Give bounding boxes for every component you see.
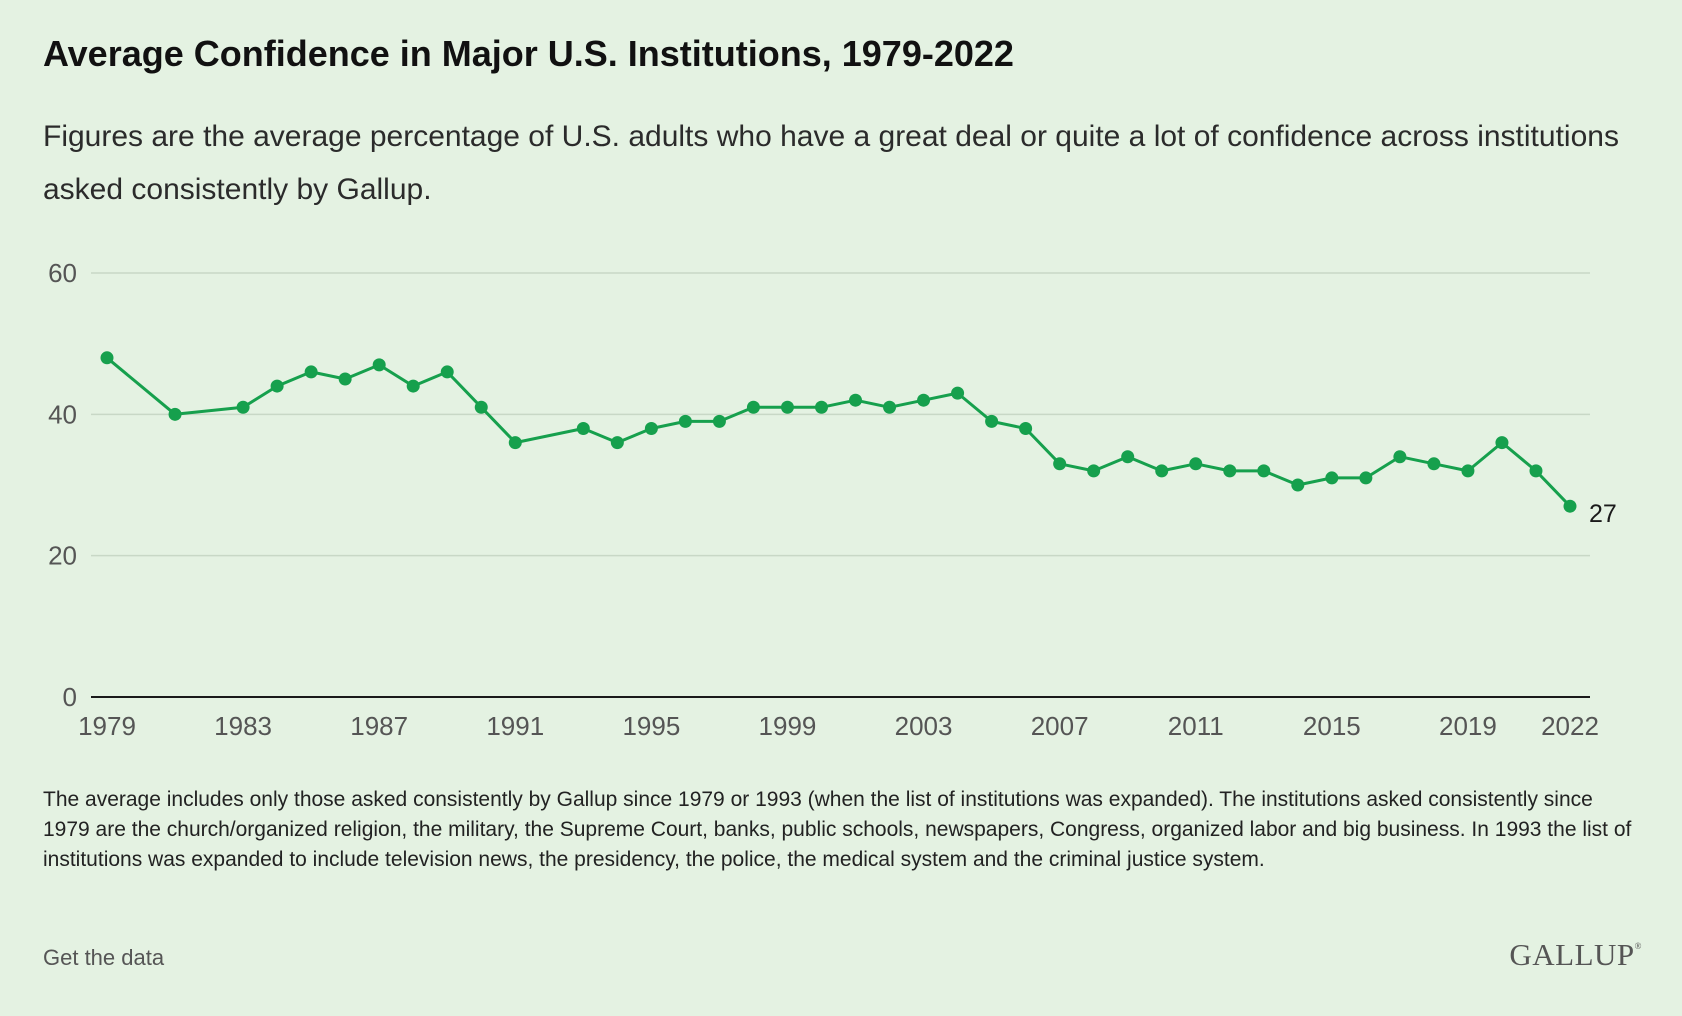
x-axis-ticks: 1979 1983 1987 1991 1995 1999 2003 2007 2011 2015… [78,711,1599,741]
data-point [1087,464,1101,478]
data-point [746,400,760,414]
chart-title: Average Confidence in Major U.S. Institu… [43,33,1014,74]
data-point [406,379,420,393]
end-value-label: 27 [1589,500,1617,528]
series-layer: 27 [100,351,1617,528]
registered-mark: ® [1634,941,1642,951]
data-point [849,393,863,407]
data-point [338,372,352,386]
data-point [508,436,522,450]
x-tick-label: 1999 [759,711,817,741]
data-point [1053,457,1067,471]
x-tick-label: 2007 [1031,711,1089,741]
data-point [474,400,488,414]
x-tick-label: 2022 [1541,711,1599,741]
data-point [917,393,931,407]
data-point [712,414,726,428]
x-tick-label: 2015 [1303,711,1361,741]
data-point [1563,499,1577,513]
data-point [1121,450,1135,464]
data-point [644,421,658,435]
data-point [814,400,828,414]
x-tick-label: 1991 [486,711,544,741]
series-line [105,356,1572,508]
data-point [883,400,897,414]
line-chart: 0 20 40 60 1979 1983 1987 1991 1995 1999 2003 2007… [48,258,1617,741]
data-point [1189,457,1203,471]
data-point [610,436,624,450]
data-point [270,379,284,393]
data-point [780,400,794,414]
x-tick-label: 1995 [622,711,680,741]
data-point [1019,421,1033,435]
data-point [100,351,114,365]
y-tick-label: 40 [48,399,77,429]
x-tick-label: 2003 [895,711,953,741]
data-point [1359,471,1373,485]
x-tick-label: 1987 [350,711,408,741]
y-axis-ticks: 0 20 40 60 [48,258,77,712]
data-point [1223,464,1237,478]
gallup-logo: GALLUP® [1509,937,1642,973]
data-point [440,365,454,379]
footnote: The average includes only those asked co… [43,788,1632,871]
gridlines [91,272,1590,698]
data-point [236,400,250,414]
data-point [1393,450,1407,464]
x-tick-label: 1979 [78,711,136,741]
data-point [372,358,386,372]
data-point [304,365,318,379]
x-tick-label: 2011 [1168,711,1224,741]
data-point [576,421,590,435]
chart-subtitle: Figures are the average percentage of U.… [43,120,1619,206]
data-point [985,414,999,428]
y-tick-label: 20 [48,541,77,571]
data-point [1427,457,1441,471]
data-point [1529,464,1543,478]
x-tick-label: 2019 [1439,711,1497,741]
data-point [951,386,965,400]
get-the-data-link[interactable]: Get the data [43,945,165,970]
y-tick-label: 0 [63,682,77,712]
x-tick-label: 1983 [214,711,272,741]
data-point [678,414,692,428]
data-point [1325,471,1339,485]
y-tick-label: 60 [48,258,77,288]
data-point [1495,436,1509,450]
data-point [1461,464,1475,478]
data-point [1291,478,1305,492]
data-point [168,407,182,421]
gallup-logo-text: GALLUP [1509,937,1635,972]
data-point [1155,464,1169,478]
data-point [1257,464,1271,478]
